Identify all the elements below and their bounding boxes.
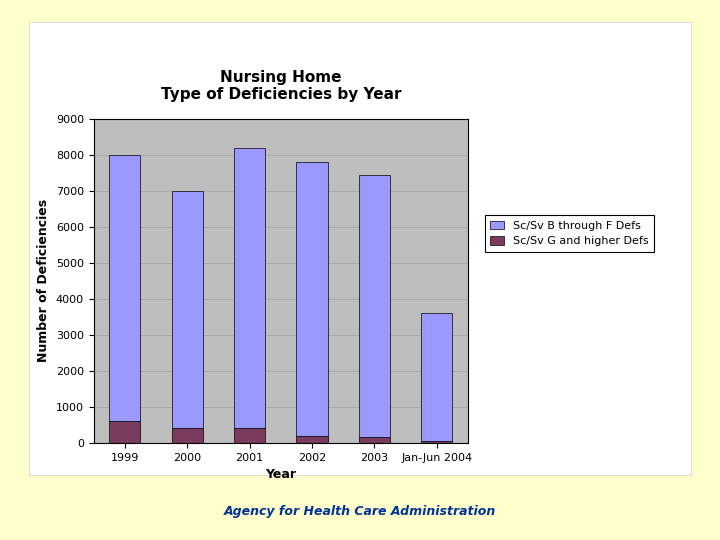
Bar xyxy=(421,313,452,441)
Bar xyxy=(297,162,328,436)
Bar xyxy=(297,436,328,443)
Bar xyxy=(171,191,203,428)
Bar xyxy=(359,437,390,443)
Bar xyxy=(234,428,265,443)
X-axis label: Year: Year xyxy=(265,468,297,481)
Bar xyxy=(421,441,452,443)
Bar xyxy=(234,147,265,428)
Y-axis label: Number of Deficiencies: Number of Deficiencies xyxy=(37,199,50,362)
Bar xyxy=(171,428,203,443)
Title: Nursing Home
Type of Deficiencies by Year: Nursing Home Type of Deficiencies by Yea… xyxy=(161,70,401,103)
Text: Agency for Health Care Administration: Agency for Health Care Administration xyxy=(224,505,496,518)
Bar xyxy=(109,421,140,443)
Bar xyxy=(359,174,390,437)
Bar xyxy=(109,155,140,421)
Legend: Sc/Sv B through F Defs, Sc/Sv G and higher Defs: Sc/Sv B through F Defs, Sc/Sv G and high… xyxy=(485,215,654,252)
